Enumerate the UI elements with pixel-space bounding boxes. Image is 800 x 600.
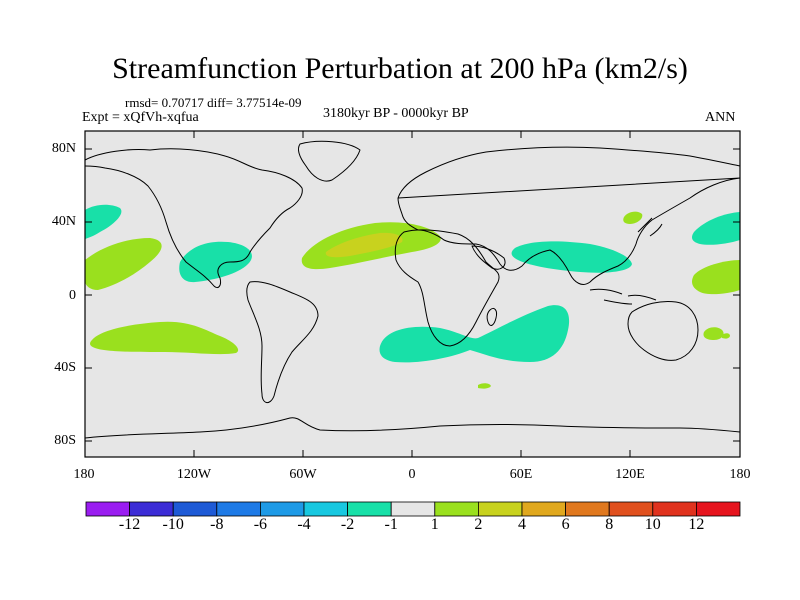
colorbar-label: 1 bbox=[430, 516, 439, 533]
experiment-label: Expt = xQfVh-xqfua bbox=[82, 110, 199, 125]
coast-arabia bbox=[471, 245, 506, 270]
pos-anomaly-japan bbox=[623, 211, 643, 224]
colorbar-label: 12 bbox=[688, 516, 705, 533]
neg-anomaly-asia bbox=[511, 241, 632, 273]
lat-tick-80s: 80S bbox=[54, 433, 76, 448]
map-background bbox=[85, 131, 740, 457]
colorbar-label: -1 bbox=[384, 516, 398, 533]
colorbar-label: 10 bbox=[644, 516, 661, 533]
coast-eurasia bbox=[397, 146, 741, 285]
colorbar-box bbox=[390, 501, 436, 517]
pos-anomaly-npac bbox=[85, 238, 162, 290]
lon-tick-120e: 120E bbox=[615, 467, 645, 482]
colorbar bbox=[85, 501, 741, 517]
lat-tick-0: 0 bbox=[69, 288, 76, 303]
map-title: Streamfunction Perturbation at 200 hPa (… bbox=[112, 52, 688, 85]
colorbar-box bbox=[347, 501, 392, 517]
colorbar-box bbox=[303, 501, 348, 517]
colorbar-box bbox=[565, 501, 610, 517]
colorbar-label: -12 bbox=[118, 516, 141, 533]
colorbar-label: -6 bbox=[253, 516, 268, 533]
coast-africa bbox=[394, 229, 500, 347]
colorbar-label: -8 bbox=[210, 516, 224, 533]
period-label: 3180kyr BP - 0000kyr BP bbox=[323, 106, 469, 121]
lon-tick-180e: 180 bbox=[729, 467, 751, 482]
lat-tick-40n: 40N bbox=[51, 214, 76, 229]
coast-indonesia bbox=[589, 288, 657, 305]
colorbar-box bbox=[652, 501, 697, 517]
neg-anomaly-npac-north bbox=[85, 204, 122, 239]
colorbar-box bbox=[129, 501, 174, 517]
season-label: ANN bbox=[705, 110, 736, 125]
lon-tick-60w: 60W bbox=[289, 467, 317, 482]
neg-anomaly-mexico bbox=[179, 241, 252, 283]
coast-south-america bbox=[246, 281, 319, 403]
colorbar-box bbox=[172, 501, 218, 517]
neg-anomaly-npac-east bbox=[692, 212, 740, 245]
lon-tick-60e: 60E bbox=[509, 467, 533, 482]
coastlines bbox=[84, 140, 741, 439]
colorbar-label: -4 bbox=[297, 516, 311, 533]
coast-greenland bbox=[297, 140, 361, 182]
colorbar-label: 2 bbox=[474, 516, 483, 533]
colorbar-box bbox=[696, 501, 741, 517]
colorbar-box bbox=[259, 501, 305, 517]
colorbar-label: 6 bbox=[561, 516, 570, 533]
pos-anomaly-tasman bbox=[703, 327, 724, 340]
colorbar-box bbox=[85, 501, 130, 517]
stats-text: rmsd= 0.70717 diff= 3.77514e-09 bbox=[125, 95, 302, 110]
lat-tick-40s: 40S bbox=[54, 360, 76, 375]
pos-anomaly-south-indian bbox=[478, 383, 491, 389]
map-ticks bbox=[85, 131, 740, 457]
lon-tick-0: 0 bbox=[408, 467, 416, 482]
colorbar-box bbox=[477, 501, 523, 517]
colorbar-label: 8 bbox=[605, 516, 614, 533]
colorbar-box bbox=[434, 501, 479, 517]
pos-anomaly-tasman-2 bbox=[722, 333, 730, 339]
coast-antarctica bbox=[84, 417, 741, 439]
colorbar-label: 4 bbox=[518, 516, 526, 533]
colorbar-box bbox=[608, 501, 654, 517]
coast-north-america bbox=[84, 148, 303, 289]
lon-tick-120w: 120W bbox=[176, 467, 212, 482]
colorbar-box bbox=[216, 501, 261, 517]
neg-anomaly-south-atlantic bbox=[379, 305, 570, 363]
colorbar-label: -10 bbox=[162, 516, 184, 533]
coast-japan bbox=[637, 217, 663, 237]
coast-madagascar bbox=[486, 307, 497, 326]
lat-tick-80n: 80N bbox=[51, 141, 76, 156]
coast-australia bbox=[627, 301, 699, 361]
colorbar-box bbox=[521, 501, 566, 517]
colorbar-label: -2 bbox=[340, 516, 355, 533]
pos-anomaly-npac-east bbox=[692, 260, 740, 295]
pos-anomaly-spac bbox=[90, 321, 239, 355]
anomaly-fills bbox=[85, 204, 740, 389]
lon-tick-180w: 180 bbox=[73, 467, 95, 482]
pos-anomaly-atlantic-core bbox=[325, 232, 403, 258]
